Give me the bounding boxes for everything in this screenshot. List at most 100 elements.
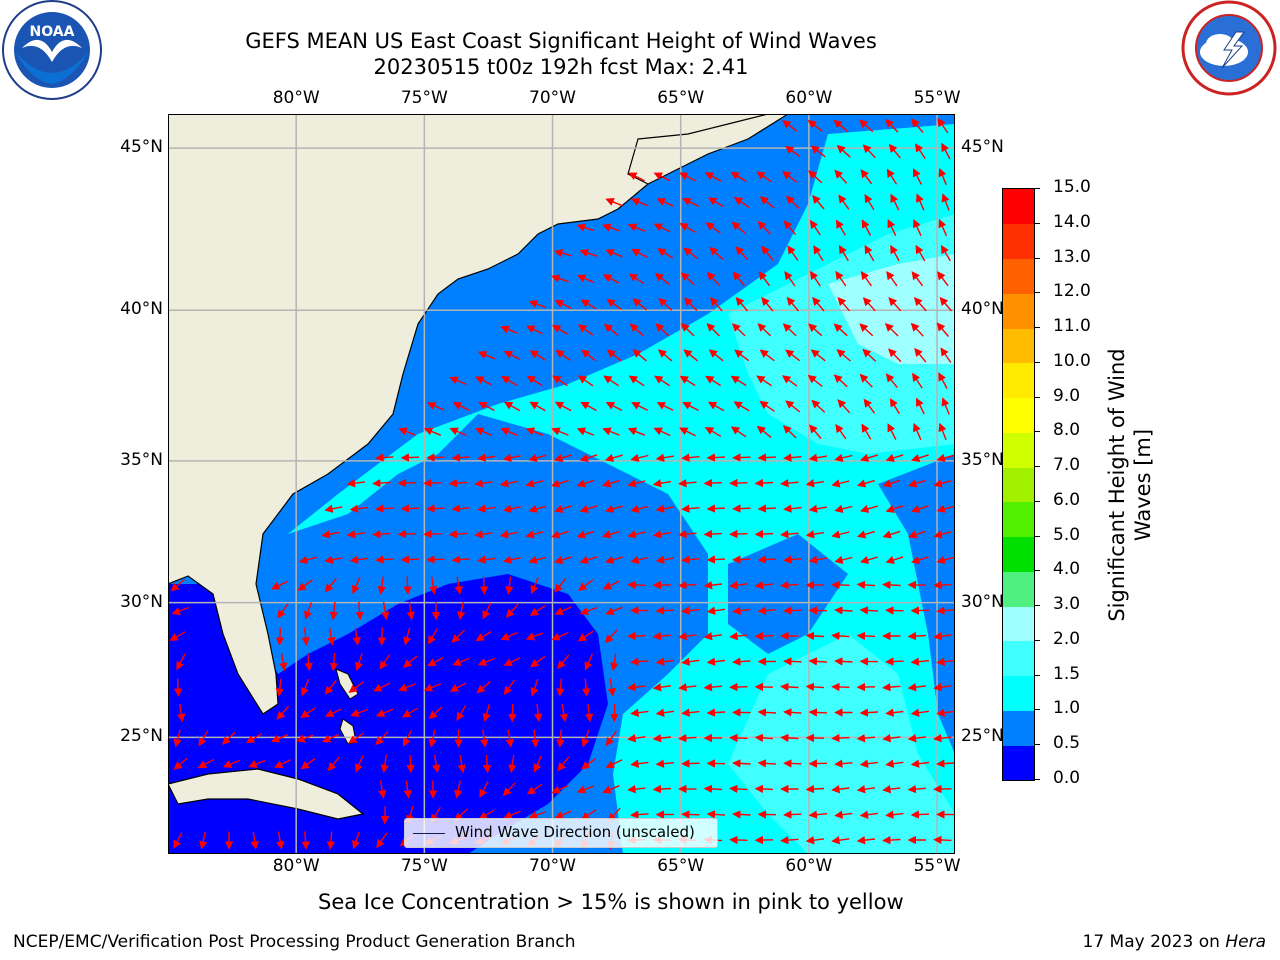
wave-direction-arrow: [482, 704, 491, 723]
wave-direction-arrow: [706, 657, 725, 666]
wave-direction-arrow: [933, 479, 952, 488]
lon-tick-label-top: 60°W: [785, 88, 833, 108]
wave-direction-arrow: [706, 271, 720, 286]
wave-direction-arrow: [627, 223, 646, 232]
wave-direction-arrow: [911, 271, 924, 287]
wave-direction-arrow: [577, 630, 594, 642]
wave-direction-arrow: [912, 168, 923, 185]
wave-direction-arrow: [627, 530, 646, 539]
wave-direction-arrow: [477, 555, 496, 564]
wave-direction-arrow: [451, 504, 471, 513]
wave-direction-arrow: [526, 325, 543, 335]
wave-direction-arrow: [859, 323, 874, 337]
footer-branch: NCEP/EMC/Verification Post Processing Pr…: [13, 932, 576, 952]
wave-direction-arrow: [856, 785, 875, 794]
wave-direction-arrow: [297, 579, 313, 591]
wave-direction-arrow: [658, 297, 673, 311]
wave-direction-arrow: [838, 194, 850, 210]
wave-direction-arrow: [477, 504, 496, 513]
wave-direction-arrow: [428, 729, 437, 748]
wave-direction-arrow: [427, 656, 444, 667]
wave-direction-arrow: [706, 323, 720, 337]
wave-direction-arrow: [885, 708, 904, 717]
wave-direction-arrow: [761, 296, 774, 312]
wave-direction-arrow: [173, 832, 183, 849]
wave-direction-arrow: [933, 632, 952, 641]
wave-direction-arrow: [856, 580, 876, 590]
wave-direction-arrow: [554, 606, 572, 615]
wave-direction-arrow: [888, 348, 902, 363]
wave-direction-arrow: [321, 530, 340, 539]
wave-direction-arrow: [423, 427, 442, 436]
colorbar-tick-label: 1.0: [1053, 698, 1081, 719]
wave-direction-arrow: [428, 706, 443, 720]
wave-direction-arrow: [861, 219, 872, 236]
wave-direction-arrow: [754, 784, 774, 794]
colorbar-tick: [1034, 361, 1040, 363]
wave-direction-arrow: [785, 349, 801, 362]
wave-direction-arrow: [479, 576, 489, 595]
wave-direction-arrow: [812, 194, 825, 210]
wave-direction-arrow: [862, 348, 877, 362]
wave-direction-arrow: [401, 707, 419, 718]
wave-direction-arrow: [652, 734, 671, 743]
wave-direction-arrow: [576, 223, 595, 232]
wave-direction-arrow: [655, 555, 675, 564]
wave-direction-arrow: [907, 683, 926, 692]
wave-direction-arrow: [528, 555, 547, 564]
wave-direction-arrow: [888, 297, 902, 312]
wave-direction-arrow: [684, 297, 698, 312]
colorbar-segment: [1003, 293, 1034, 329]
wave-direction-arrow: [834, 555, 853, 564]
colorbar-tick: [1034, 327, 1040, 329]
wave-direction-arrow: [941, 142, 951, 160]
wave-direction-arrow: [731, 323, 746, 337]
wave-direction-arrow: [346, 479, 365, 488]
footer-date: 17 May 2023 on Hera: [1083, 932, 1267, 952]
wave-direction-arrow: [910, 759, 929, 768]
wave-direction-arrow: [939, 296, 953, 312]
wave-direction-arrow: [859, 555, 878, 564]
wave-direction-arrow: [732, 271, 745, 287]
wave-direction-arrow: [301, 831, 310, 850]
wave-direction-arrow: [652, 631, 672, 641]
lat-tick-label-left: 25°N: [120, 726, 163, 747]
wave-direction-arrow: [581, 349, 597, 362]
wave-direction-arrow: [246, 733, 263, 744]
wave-direction-arrow: [301, 627, 310, 646]
wave-direction-arrow: [403, 627, 412, 646]
wave-direction-arrow: [936, 322, 950, 337]
colorbar-tick: [1034, 744, 1040, 746]
wave-direction-arrow: [933, 733, 952, 743]
wave-direction-arrow: [913, 219, 922, 236]
wave-direction-arrow: [786, 296, 800, 312]
wave-direction-arrow: [882, 580, 901, 590]
lon-tick-label-bottom: 55°W: [913, 856, 961, 876]
wave-direction-arrow: [680, 272, 695, 286]
wave-direction-arrow: [355, 653, 363, 671]
wave-direction-arrow: [706, 606, 725, 615]
wave-direction-arrow: [783, 220, 796, 236]
footer-host: Hera: [1225, 932, 1266, 952]
wave-direction-arrow: [681, 759, 700, 768]
land-north-america: [168, 114, 769, 715]
wave-direction-arrow: [402, 655, 418, 668]
wave-direction-arrow: [653, 223, 671, 233]
colorbar-tick: [1034, 674, 1040, 676]
wave-direction-arrow: [938, 218, 948, 237]
wave-direction-arrow: [630, 453, 649, 462]
wave-direction-arrow: [503, 401, 521, 412]
wave-direction-arrow: [171, 606, 190, 615]
wave-direction-arrow: [863, 398, 876, 414]
wave-direction-arrow: [808, 555, 828, 564]
wave-direction-arrow: [654, 375, 671, 387]
wave-direction-arrow: [916, 193, 925, 211]
wave-direction-arrow: [706, 555, 726, 564]
wave-direction-arrow: [474, 530, 493, 539]
wave-direction-arrow: [502, 782, 516, 797]
wave-direction-arrow: [735, 246, 749, 261]
wave-direction-arrow: [882, 734, 901, 743]
wave-direction-arrow: [275, 627, 285, 646]
wave-direction-arrow: [703, 784, 723, 794]
wave-direction-arrow: [808, 657, 828, 666]
